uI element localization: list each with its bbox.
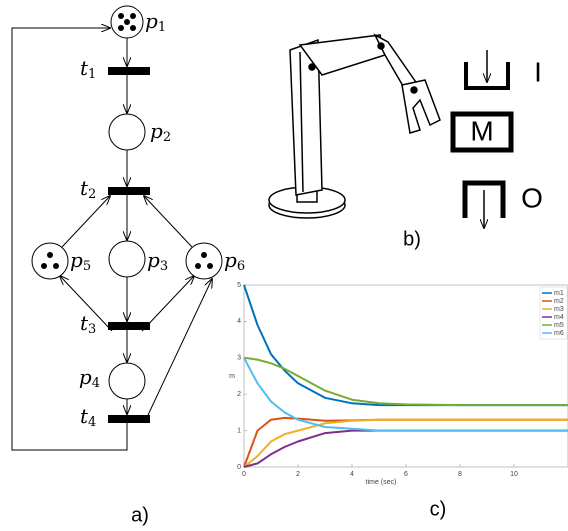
token — [53, 263, 59, 269]
input-label: I — [534, 56, 542, 87]
place-label: p1 — [145, 9, 166, 35]
y-tick-label: 4 — [237, 318, 241, 325]
label-index: 2 — [163, 130, 171, 145]
token — [130, 25, 136, 31]
robot-arm — [269, 35, 440, 218]
label-index: 4 — [88, 415, 96, 430]
label-index: 4 — [92, 376, 100, 391]
x-tick-label: 0 — [242, 471, 246, 478]
legend-label: m1 — [554, 290, 564, 297]
token — [118, 13, 124, 19]
place-label: p4 — [79, 365, 100, 391]
y-tick-label: 1 — [237, 427, 241, 434]
token — [195, 263, 201, 269]
label-index: 6 — [237, 259, 245, 274]
label-letter: p — [145, 9, 158, 33]
transition-label: t3 — [80, 311, 96, 337]
arc — [148, 279, 212, 415]
label-index: 2 — [88, 187, 96, 202]
place — [109, 114, 145, 150]
token — [207, 263, 213, 269]
label-index: 1 — [158, 20, 166, 35]
legend-label: m5 — [554, 322, 564, 329]
x-tick-label: 2 — [296, 471, 300, 478]
arc — [144, 196, 192, 247]
token — [47, 252, 53, 258]
label-index: 3 — [88, 322, 96, 337]
place — [186, 243, 222, 279]
y-tick-label: 2 — [237, 391, 241, 398]
y-tick-label: 0 — [237, 464, 241, 471]
place — [109, 241, 145, 277]
legend-label: m6 — [554, 330, 564, 337]
legend-label: m2 — [554, 298, 564, 305]
place-label: p3 — [147, 248, 168, 274]
token — [130, 13, 136, 19]
label-index: 1 — [88, 67, 96, 82]
label-letter: p — [70, 248, 83, 272]
token — [124, 19, 130, 25]
label-letter: p — [150, 119, 163, 143]
transition — [108, 415, 150, 423]
x-tick-label: 6 — [404, 471, 408, 478]
label-letter: p — [79, 365, 92, 389]
caption: b) — [403, 228, 421, 250]
place — [32, 243, 68, 279]
transition — [108, 187, 150, 195]
caption: c) — [430, 498, 447, 520]
x-axis-label: time (sec) — [366, 479, 397, 486]
legend-label: m3 — [554, 306, 564, 313]
x-tick-label: 10 — [510, 471, 518, 478]
machine-label: M — [470, 115, 493, 146]
token — [118, 25, 124, 31]
token — [201, 252, 207, 258]
place — [109, 363, 145, 399]
x-tick-label: 4 — [350, 471, 354, 478]
output-label: O — [521, 182, 543, 213]
label-letter: p — [147, 248, 160, 272]
arc — [62, 196, 110, 247]
place-label: p5 — [70, 248, 91, 274]
place-label: p2 — [150, 119, 171, 145]
caption: a) — [131, 504, 149, 526]
transition-label: t4 — [80, 404, 96, 430]
label-index: 3 — [160, 259, 168, 274]
transition-label: t1 — [80, 56, 96, 82]
label-index: 5 — [83, 259, 91, 274]
plot-area — [244, 285, 568, 467]
label-letter: p — [224, 248, 237, 272]
token — [41, 263, 47, 269]
transition — [108, 322, 150, 330]
legend-label: m4 — [554, 314, 564, 321]
place-label: p6 — [224, 248, 245, 274]
figure: I M O b) a) c) p1p2p3p4p5p6t1t2t3t401234… — [0, 0, 568, 531]
y-tick-label: 3 — [237, 355, 241, 362]
y-tick-label: 5 — [237, 282, 241, 289]
transition — [108, 67, 150, 75]
x-tick-label: 8 — [458, 471, 462, 478]
transition-label: t2 — [80, 176, 96, 202]
y-axis-label: m — [229, 373, 235, 380]
